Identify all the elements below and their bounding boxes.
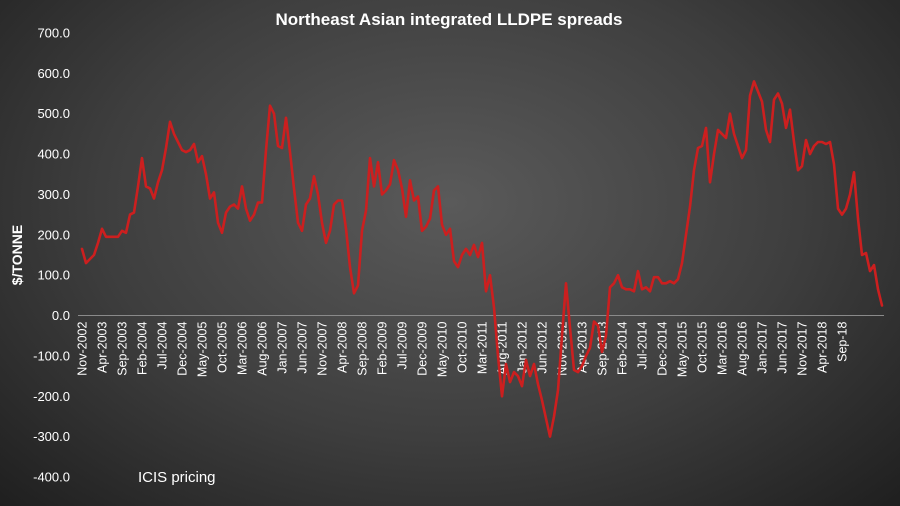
x-tick-label: May-2005 bbox=[196, 322, 210, 378]
x-tick-label: Aug-2016 bbox=[736, 322, 750, 376]
y-tick-label: 400.0 bbox=[37, 147, 70, 162]
x-tick-label: Oct-2015 bbox=[696, 322, 710, 373]
x-tick-label: Dec-2009 bbox=[416, 322, 430, 376]
x-tick-label: May-2010 bbox=[436, 322, 450, 378]
x-tick-label: Jun-2012 bbox=[536, 321, 550, 373]
x-tick-label: Apr-2008 bbox=[336, 322, 350, 373]
x-tick-label: Sep-2003 bbox=[116, 322, 130, 376]
x-tick-label: Nov-2002 bbox=[76, 322, 90, 376]
x-tick-label: Nov-2007 bbox=[316, 322, 330, 376]
y-tick-label: 500.0 bbox=[37, 106, 70, 121]
x-tick-label: Apr-2013 bbox=[576, 322, 590, 373]
x-tick-label: Jun-2007 bbox=[296, 321, 310, 373]
y-tick-label: 100.0 bbox=[37, 268, 70, 283]
x-tick-label: Apr-2018 bbox=[816, 322, 830, 373]
y-tick-label: 600.0 bbox=[37, 66, 70, 81]
x-tick-label: Sep-2008 bbox=[356, 322, 370, 376]
y-tick-label: -300.0 bbox=[33, 429, 70, 444]
x-tick-label: Feb-2009 bbox=[376, 322, 390, 376]
x-tick-label: Mar-2011 bbox=[476, 322, 490, 375]
x-tick-label: Oct-2010 bbox=[456, 322, 470, 373]
y-tick-label: 300.0 bbox=[37, 187, 70, 202]
x-tick-label: Jun-2017 bbox=[776, 321, 790, 373]
x-tick-label: Dec-2014 bbox=[656, 322, 670, 376]
x-tick-label: Jul-2004 bbox=[156, 322, 170, 370]
y-tick-label: 700.0 bbox=[37, 26, 70, 41]
y-tick-label: -400.0 bbox=[33, 470, 70, 485]
y-tick-label: 200.0 bbox=[37, 227, 70, 242]
x-tick-label: Sep-18 bbox=[836, 322, 850, 362]
x-tick-label: Mar-2006 bbox=[236, 322, 250, 376]
series-group bbox=[80, 80, 884, 438]
y-axis-label: $/TONNE bbox=[9, 225, 25, 285]
x-tick-label: Feb-2004 bbox=[136, 322, 150, 376]
x-tick-label: Aug-2006 bbox=[256, 322, 270, 376]
x-tick-label: Apr-2003 bbox=[96, 322, 110, 373]
chart-title: Northeast Asian integrated LLDPE spreads bbox=[275, 10, 622, 29]
y-tick-label: -200.0 bbox=[33, 389, 70, 404]
series-line bbox=[80, 80, 884, 438]
x-tick-label: Jan-2017 bbox=[756, 321, 770, 373]
x-axis-ticks: Nov-2002 Apr-2003 Sep-2003 Feb-2004 Jul-2004… bbox=[76, 321, 850, 377]
x-tick-label: Jan-2007 bbox=[276, 321, 290, 373]
x-tick-label: Dec-2004 bbox=[176, 322, 190, 376]
y-tick-label: 0.0 bbox=[52, 308, 70, 323]
x-tick-label: Feb-2014 bbox=[616, 322, 630, 376]
x-tick-label: Mar-2016 bbox=[716, 322, 730, 376]
x-tick-label: May-2015 bbox=[676, 322, 690, 378]
y-tick-label: -100.0 bbox=[33, 348, 70, 363]
x-tick-label: Oct-2005 bbox=[216, 322, 230, 373]
x-tick-label: Jul-2014 bbox=[636, 322, 650, 370]
x-tick-label: Jul-2009 bbox=[396, 322, 410, 370]
y-axis-ticks: 700.0 600.0 500.0 400.0 300.0 200.0 100.0 0.0 -1… bbox=[33, 26, 70, 485]
source-annotation: ICIS pricing bbox=[138, 469, 216, 486]
x-tick-label: Nov-2017 bbox=[796, 322, 810, 376]
